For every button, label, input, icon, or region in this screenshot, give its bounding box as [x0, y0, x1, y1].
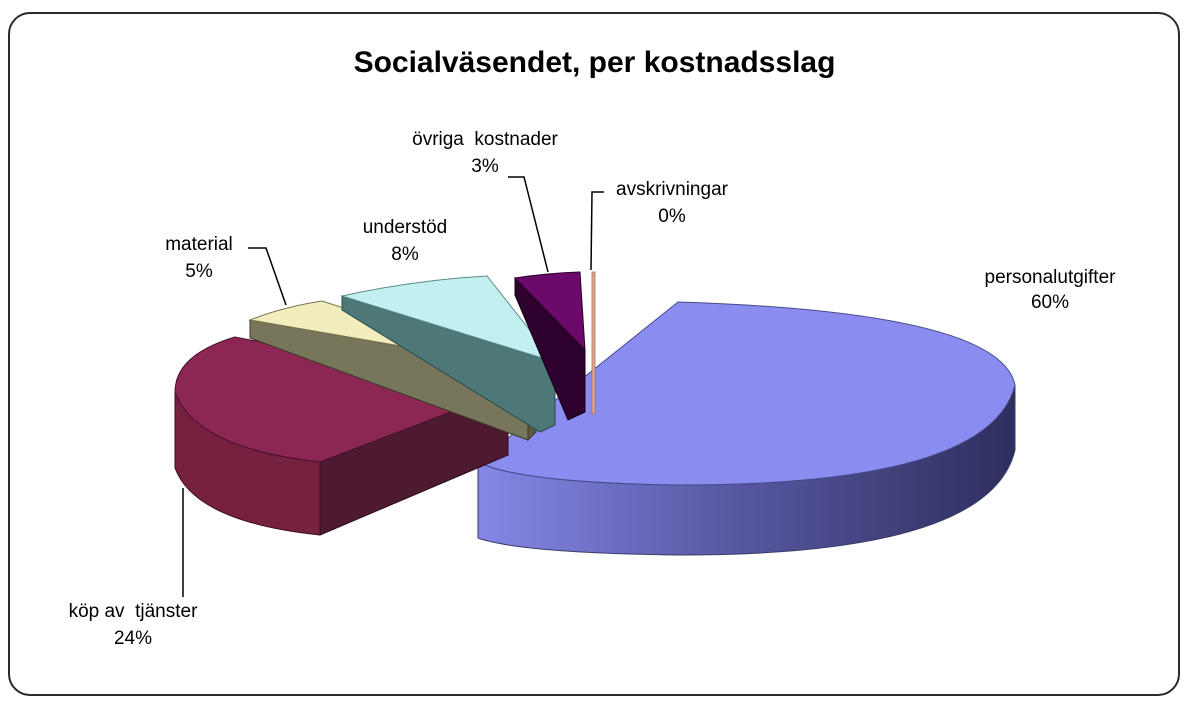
chart-title: Socialväsendet, per kostnadsslag — [353, 46, 836, 79]
label-personalutgifter-name: personalutgifter — [985, 267, 1117, 288]
slice-avskrivningar — [591, 271, 596, 415]
label-ovriga-name: övriga kostnader — [412, 129, 558, 150]
slice-personalutgifter-top — [477, 301, 1016, 486]
slice-kop-av-tjanster — [174, 336, 510, 536]
slice-understod — [340, 275, 557, 433]
label-avskrivningar-value: 0% — [658, 206, 686, 227]
label-personalutgifter-value: 60% — [1031, 292, 1069, 313]
leader-ovriga — [508, 176, 549, 273]
slice-ovriga-kostnader — [513, 271, 586, 421]
label-material-name: material — [165, 234, 233, 255]
leader-lines — [182, 176, 604, 597]
leader-avskrivningar — [590, 191, 604, 271]
leader-material — [248, 247, 287, 306]
slice-understod-top — [340, 275, 557, 363]
label-kop-value: 24% — [114, 628, 152, 649]
label-understod-name: understöd — [363, 217, 448, 238]
slice-personalutgifter — [477, 301, 1016, 556]
label-avskrivningar-name: avskrivningar — [616, 179, 729, 200]
slice-avskrivningar-top — [591, 271, 596, 415]
label-material-value: 5% — [185, 261, 213, 282]
slice-ovriga-top — [513, 271, 586, 352]
slice-kop-top — [174, 336, 510, 463]
label-kop-name: köp av tjänster — [69, 601, 199, 622]
label-understod-value: 8% — [391, 244, 419, 265]
label-ovriga-value: 3% — [471, 156, 499, 177]
